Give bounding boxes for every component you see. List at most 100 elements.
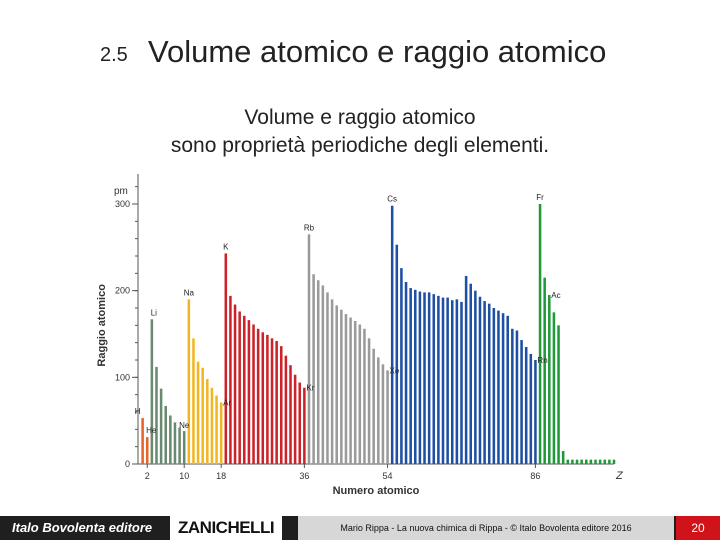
bar-z-44 <box>340 309 343 464</box>
bar-z-14 <box>201 367 204 464</box>
bar-z-51 <box>372 348 375 464</box>
section-number: 2.5 <box>100 44 128 66</box>
y-tick-label: 300 <box>115 199 130 209</box>
bar-z-20 <box>229 295 232 464</box>
bar-z-38 <box>312 274 315 464</box>
bar-z-18 <box>219 402 223 464</box>
element-label-rn: Rn <box>537 356 547 365</box>
bar-z-81 <box>511 328 514 464</box>
bar-z-43 <box>335 305 338 464</box>
bar-z-31 <box>279 346 283 464</box>
bar-z-25 <box>252 324 255 464</box>
subtitle-line-1: Volume e raggio atomico <box>244 106 476 129</box>
bar-z-94 <box>571 459 574 464</box>
bar-z-75 <box>483 301 486 464</box>
bar-z-98 <box>589 459 593 464</box>
y-tick-label: 100 <box>115 372 130 382</box>
y-tick-label: 0 <box>125 459 130 469</box>
bar-z-27 <box>261 332 265 464</box>
x-axis-label: Numero atomico <box>333 485 420 497</box>
bar-z-16 <box>210 387 214 464</box>
bar-z-57 <box>400 268 403 464</box>
bar-z-3 <box>150 319 154 464</box>
bar-z-36 <box>303 387 306 464</box>
bar-z-103 <box>612 459 616 464</box>
bar-z-70 <box>460 301 463 464</box>
bar-z-37 <box>307 234 311 464</box>
bar-z-63 <box>427 292 431 464</box>
element-label-he: He <box>146 426 157 435</box>
bar-z-41 <box>326 292 329 464</box>
bar-z-59 <box>409 288 412 464</box>
bar-z-15 <box>206 379 209 464</box>
bar-z-55 <box>390 205 394 464</box>
atomic-radius-chart: 0 100 200 300 pm Raggio atomico 2 10 18 36 54 86 Z Nu… <box>96 174 624 497</box>
bar-z-2 <box>145 437 149 464</box>
bar-z-83 <box>520 340 523 464</box>
bar-z-69 <box>455 299 459 464</box>
bar-z-28 <box>266 334 269 464</box>
bar-z-102 <box>608 459 611 464</box>
bar-z-30 <box>275 340 278 464</box>
element-label-ar: Ar <box>223 398 231 407</box>
bar-z-92 <box>561 451 565 464</box>
bar-z-77 <box>492 308 496 464</box>
bar-z-90 <box>552 312 556 464</box>
element-label-ac: Ac <box>551 291 560 300</box>
bar-z-78 <box>497 310 500 464</box>
bar-z-5 <box>159 388 163 464</box>
x-tick-label: 10 <box>179 471 189 481</box>
element-label-na: Na <box>184 288 195 297</box>
y-tick-label: 200 <box>115 286 130 296</box>
bar-z-88 <box>543 277 546 464</box>
bar-z-86 <box>534 360 537 464</box>
bar-z-11 <box>187 299 191 464</box>
bar-z-23 <box>243 315 246 464</box>
bar-z-6 <box>164 405 167 464</box>
bar-z-21 <box>233 304 237 464</box>
bar-z-47 <box>353 321 357 464</box>
y-unit-label: pm <box>114 186 128 197</box>
bar-z-58 <box>404 282 408 464</box>
bar-z-17 <box>215 395 218 464</box>
x-tick-label: 2 <box>145 471 150 481</box>
bar-z-79 <box>501 313 505 464</box>
element-label-kr: Kr <box>306 384 314 393</box>
x-tick-label: 18 <box>216 471 226 481</box>
bar-z-13 <box>196 361 200 464</box>
element-label-k: K <box>223 242 229 251</box>
bar-z-61 <box>418 291 422 464</box>
page-number: 20 <box>676 516 720 540</box>
bar-z-62 <box>423 292 426 464</box>
publisher-name: Italo Bovolenta editore <box>12 520 153 535</box>
bar-z-91 <box>557 325 560 464</box>
bar-z-80 <box>506 315 509 464</box>
bar-z-32 <box>284 355 288 464</box>
footer-credit: Mario Rippa - La nuova chimica di Rippa … <box>298 516 674 540</box>
element-label-cs: Cs <box>387 195 397 204</box>
bar-z-40 <box>321 285 325 464</box>
bar-z-50 <box>367 338 371 464</box>
bar-z-45 <box>344 314 348 464</box>
bar-z-46 <box>349 317 352 464</box>
bar-z-67 <box>446 297 449 464</box>
bar-z-99 <box>594 459 597 464</box>
slide-title: Volume atomico e raggio atomico <box>148 34 607 69</box>
element-label-h: H <box>135 407 141 416</box>
bar-z-89 <box>548 295 551 464</box>
bar-z-95 <box>575 459 579 464</box>
bar-z-49 <box>363 328 366 464</box>
bar-z-19 <box>224 253 228 464</box>
bar-z-7 <box>169 415 172 464</box>
bar-z-60 <box>414 289 417 464</box>
bar-z-56 <box>395 244 399 464</box>
bar-z-71 <box>464 275 468 464</box>
bar-z-68 <box>450 300 454 464</box>
bar-z-76 <box>487 303 491 464</box>
bar-z-29 <box>270 338 274 464</box>
bar-z-24 <box>247 320 251 464</box>
slide-subtitle: Volume e raggio atomico sono proprietà p… <box>0 104 720 160</box>
bar-z-82 <box>515 330 519 464</box>
bar-z-35 <box>298 382 302 464</box>
x-tick-label: 36 <box>299 471 309 481</box>
